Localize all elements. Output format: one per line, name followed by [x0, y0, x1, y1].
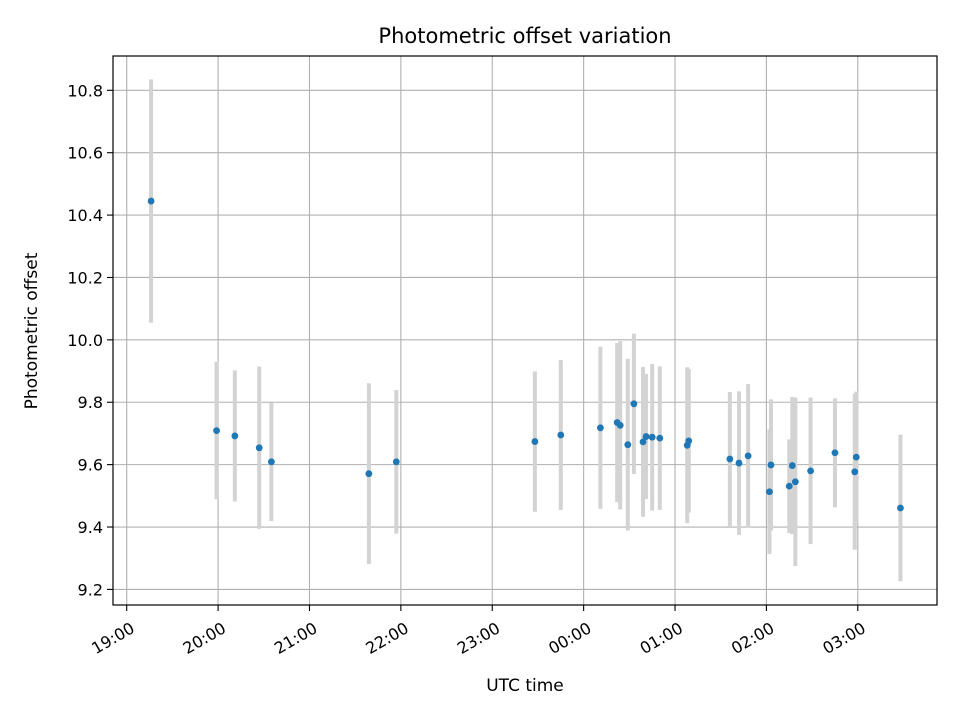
axes-border [112, 55, 938, 606]
data-point [630, 400, 638, 408]
data-point [624, 441, 632, 449]
data-point [392, 458, 400, 466]
data-point [255, 444, 263, 452]
data-point [557, 431, 565, 439]
data-point [788, 462, 796, 469]
data-point [531, 438, 539, 445]
data-point [365, 470, 373, 478]
data-point [642, 433, 650, 440]
y-axis-label: Photometric offset [22, 252, 42, 409]
data-point [852, 453, 860, 461]
data-point [616, 421, 624, 429]
data-point [766, 488, 773, 496]
data-point [213, 427, 220, 435]
y-tick-label: 9.4 [78, 518, 103, 537]
data-point [656, 434, 664, 442]
x-axis-label: UTC time [486, 676, 564, 696]
data-point [648, 433, 656, 441]
data-point [831, 449, 839, 457]
y-axis-ticks: 9.2 9.4 9.6 9.8 10.0 10.2 10.4 10.6 10.8 [67, 81, 113, 599]
data-point [685, 437, 693, 445]
grid-lines [113, 56, 937, 605]
y-tick-label: 10.8 [67, 81, 103, 100]
y-tick-label: 9.8 [78, 393, 103, 412]
y-tick-label: 10.6 [67, 144, 103, 163]
data-point [639, 438, 647, 446]
data-point [767, 461, 775, 469]
plot-area [113, 56, 937, 605]
data-point [897, 504, 904, 512]
data-point [268, 458, 275, 466]
data-point [791, 478, 799, 486]
y-tick-label: 9.6 [78, 456, 103, 475]
data-point [807, 467, 814, 475]
data-point [726, 455, 734, 463]
plot-background [113, 56, 937, 605]
plot-frame [112, 55, 938, 606]
data-point [744, 452, 752, 460]
y-tick-label: 10.0 [67, 331, 103, 350]
chart-title: Photometric offset variation [378, 24, 671, 48]
data-point [596, 424, 604, 432]
y-tick-label: 10.2 [67, 268, 103, 287]
data-point [231, 432, 239, 440]
data-point [851, 468, 859, 476]
data-point [785, 482, 793, 490]
data-points [147, 197, 904, 512]
y-tick-label: 9.2 [78, 580, 103, 599]
data-point [735, 459, 743, 467]
y-tick-label: 10.4 [67, 206, 103, 225]
data-point [147, 197, 155, 205]
